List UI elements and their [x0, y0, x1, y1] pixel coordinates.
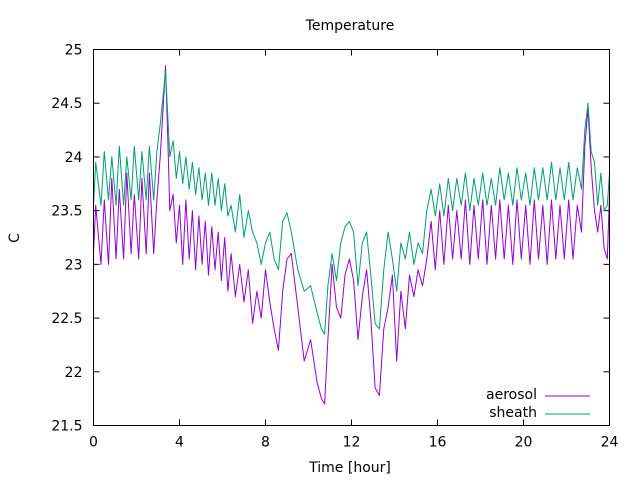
y-tick-label: 25: [65, 43, 83, 59]
y-tick-label: 24.5: [51, 96, 82, 112]
series-line-sheath: [93, 70, 610, 335]
legend-label-sheath: sheath: [489, 405, 537, 421]
legend: aerosol sheath: [486, 387, 590, 421]
legend-label-aerosol: aerosol: [486, 387, 537, 403]
y-tick-label: 22: [65, 365, 83, 381]
x-tick-label: 4: [175, 435, 184, 451]
x-tick-label: 16: [429, 435, 447, 451]
y-tick-label: 21.5: [51, 419, 82, 435]
y-tick-label: 23: [65, 257, 83, 273]
y-tick-label: 23.5: [51, 204, 82, 220]
chart-title: Temperature: [305, 18, 395, 34]
series-line-aerosol: [93, 65, 610, 405]
x-tick-label: 12: [343, 435, 361, 451]
x-tick-label: 20: [515, 435, 533, 451]
x-axis-label: Time [hour]: [308, 460, 391, 476]
x-tick-label: 0: [89, 435, 98, 451]
y-axis-label: C: [7, 233, 23, 243]
y-tick-label: 24: [65, 150, 83, 166]
plot-frame: [93, 49, 610, 426]
x-tick-label: 8: [261, 435, 270, 451]
y-tick-label: 22.5: [51, 311, 82, 327]
series-layer: [93, 65, 610, 405]
x-tick-label: 24: [601, 435, 619, 451]
